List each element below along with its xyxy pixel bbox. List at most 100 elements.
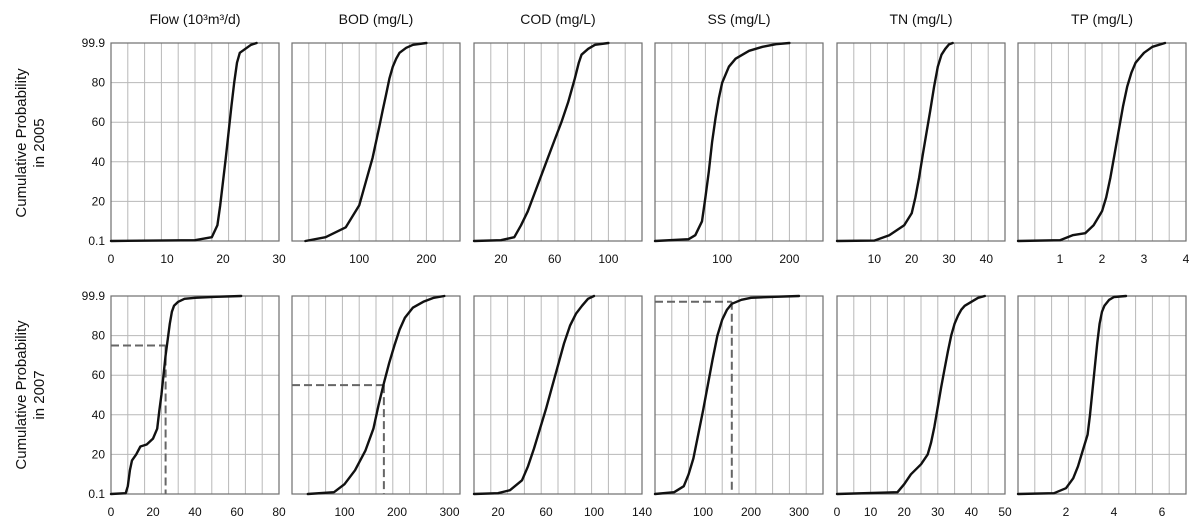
panel-6: 0.1 20 40 60 80 99.9 0 20 40 60 80: [82, 289, 286, 519]
panel-frame: [654, 42, 824, 242]
x-tick-label: 100: [584, 505, 604, 519]
x-tick-label: 20: [491, 505, 505, 519]
panel-10: 0 10 20 30 40 50: [834, 294, 1012, 519]
cdf-curve: [653, 41, 791, 243]
x-tick-label: 200: [741, 505, 761, 519]
x-tick-label: 200: [779, 252, 799, 266]
panel-frame: [836, 295, 1006, 495]
y-tick-label: 40: [92, 408, 106, 422]
panel-title: TP (mg/L): [1071, 11, 1133, 27]
panel-8: 20 60 100 140: [472, 294, 652, 519]
cdf-curve: [835, 294, 986, 496]
cdf-curve: [1016, 41, 1167, 243]
x-tick-label: 10: [864, 505, 878, 519]
x-tick-label: 80: [272, 505, 286, 519]
x-tick-label: 40: [965, 505, 979, 519]
x-tick-label: 6: [1159, 505, 1166, 519]
x-tick-label: 20: [494, 252, 508, 266]
panel-frame: [654, 295, 824, 495]
panel-frame: [291, 42, 461, 242]
x-tick-label: 0: [834, 505, 841, 519]
x-tick-label: 3: [1141, 252, 1148, 266]
x-tick-label: 30: [942, 252, 956, 266]
x-tick-label: 60: [230, 505, 244, 519]
x-tick-label: 100: [598, 252, 618, 266]
panel-5: TP (mg/L) 1 2 3 4: [1016, 11, 1190, 266]
x-tick-label: 2: [1063, 505, 1070, 519]
panel-7: 100 200 300: [291, 294, 461, 519]
panel-title: Flow (10³m³/d): [149, 11, 240, 27]
y-tick-label: 80: [92, 76, 106, 90]
panel-0: Flow (10³m³/d) 0.1 20 40 60 80 99.9 0 10 20 30: [82, 11, 286, 266]
x-tick-label: 30: [931, 505, 945, 519]
x-tick-label: 100: [334, 505, 354, 519]
panel-title: COD (mg/L): [520, 11, 595, 27]
cdf-curve: [306, 294, 446, 496]
y-tick-label: 99.9: [82, 36, 106, 50]
y-tick-label: 60: [92, 115, 106, 129]
panel-title: SS (mg/L): [707, 11, 770, 27]
x-tick-label: 1: [1057, 252, 1064, 266]
cdf-curve: [109, 294, 243, 496]
row-label-2005-line1: Cumulative Probability: [13, 68, 30, 218]
y-tick-label: 20: [92, 447, 106, 461]
row-label-2005-line2: in 2005: [31, 118, 48, 167]
y-tick-label: 40: [92, 155, 106, 169]
x-tick-label: 200: [416, 252, 436, 266]
x-tick-label: 40: [980, 252, 994, 266]
y-tick-label: 80: [92, 329, 106, 343]
panel-title: BOD (mg/L): [339, 11, 414, 27]
cdf-curve: [835, 41, 954, 243]
x-tick-label: 2: [1099, 252, 1106, 266]
panel-1: BOD (mg/L) 100 200: [291, 11, 461, 266]
panel-frame: [110, 295, 280, 495]
panel-title: TN (mg/L): [890, 11, 953, 27]
cdf-curve: [304, 41, 428, 243]
row-label-2007-line2: in 2007: [31, 370, 48, 419]
x-tick-label: 20: [898, 505, 912, 519]
cdf-curve: [472, 294, 596, 496]
x-tick-label: 30: [272, 252, 286, 266]
panel-frame: [473, 42, 643, 242]
x-tick-label: 40: [188, 505, 202, 519]
x-tick-label: 20: [146, 505, 160, 519]
cdf-curve: [653, 294, 801, 496]
cdf-curve: [1016, 294, 1128, 496]
x-tick-label: 0: [108, 252, 115, 266]
x-tick-label: 200: [387, 505, 407, 519]
cdf-curve: [109, 41, 258, 243]
y-tick-label: 60: [92, 368, 106, 382]
x-tick-label: 100: [712, 252, 732, 266]
x-tick-label: 4: [1183, 252, 1190, 266]
panel-frame: [1017, 42, 1187, 242]
y-tick-label: 0.1: [88, 234, 105, 248]
y-tick-label: 99.9: [82, 289, 106, 303]
x-tick-label: 4: [1111, 505, 1118, 519]
panel-frame: [836, 42, 1006, 242]
x-tick-label: 50: [998, 505, 1012, 519]
panel-frame: [473, 295, 643, 495]
panel-11: 2 4 6: [1016, 294, 1187, 519]
x-tick-label: 0: [108, 505, 115, 519]
panel-frame: [291, 295, 461, 495]
y-tick-label: 20: [92, 194, 106, 208]
row-label-2007-line1: Cumulative Probability: [13, 320, 30, 470]
x-tick-label: 300: [789, 505, 809, 519]
x-tick-label: 100: [693, 505, 713, 519]
panel-3: SS (mg/L) 100 200: [653, 11, 824, 266]
panel-frame: [1017, 295, 1187, 495]
x-tick-label: 60: [539, 505, 553, 519]
x-tick-label: 140: [632, 505, 652, 519]
panel-9: 100 200 300: [653, 294, 824, 519]
y-tick-label: 0.1: [88, 487, 105, 501]
x-tick-label: 10: [868, 252, 882, 266]
x-tick-label: 20: [905, 252, 919, 266]
x-tick-label: 10: [160, 252, 174, 266]
x-tick-label: 60: [548, 252, 562, 266]
cdf-curve: [472, 41, 610, 243]
panel-2: COD (mg/L) 20 60 100: [472, 11, 643, 266]
x-tick-label: 100: [349, 252, 369, 266]
panel-4: TN (mg/L) 10 20 30 40: [835, 11, 1006, 266]
